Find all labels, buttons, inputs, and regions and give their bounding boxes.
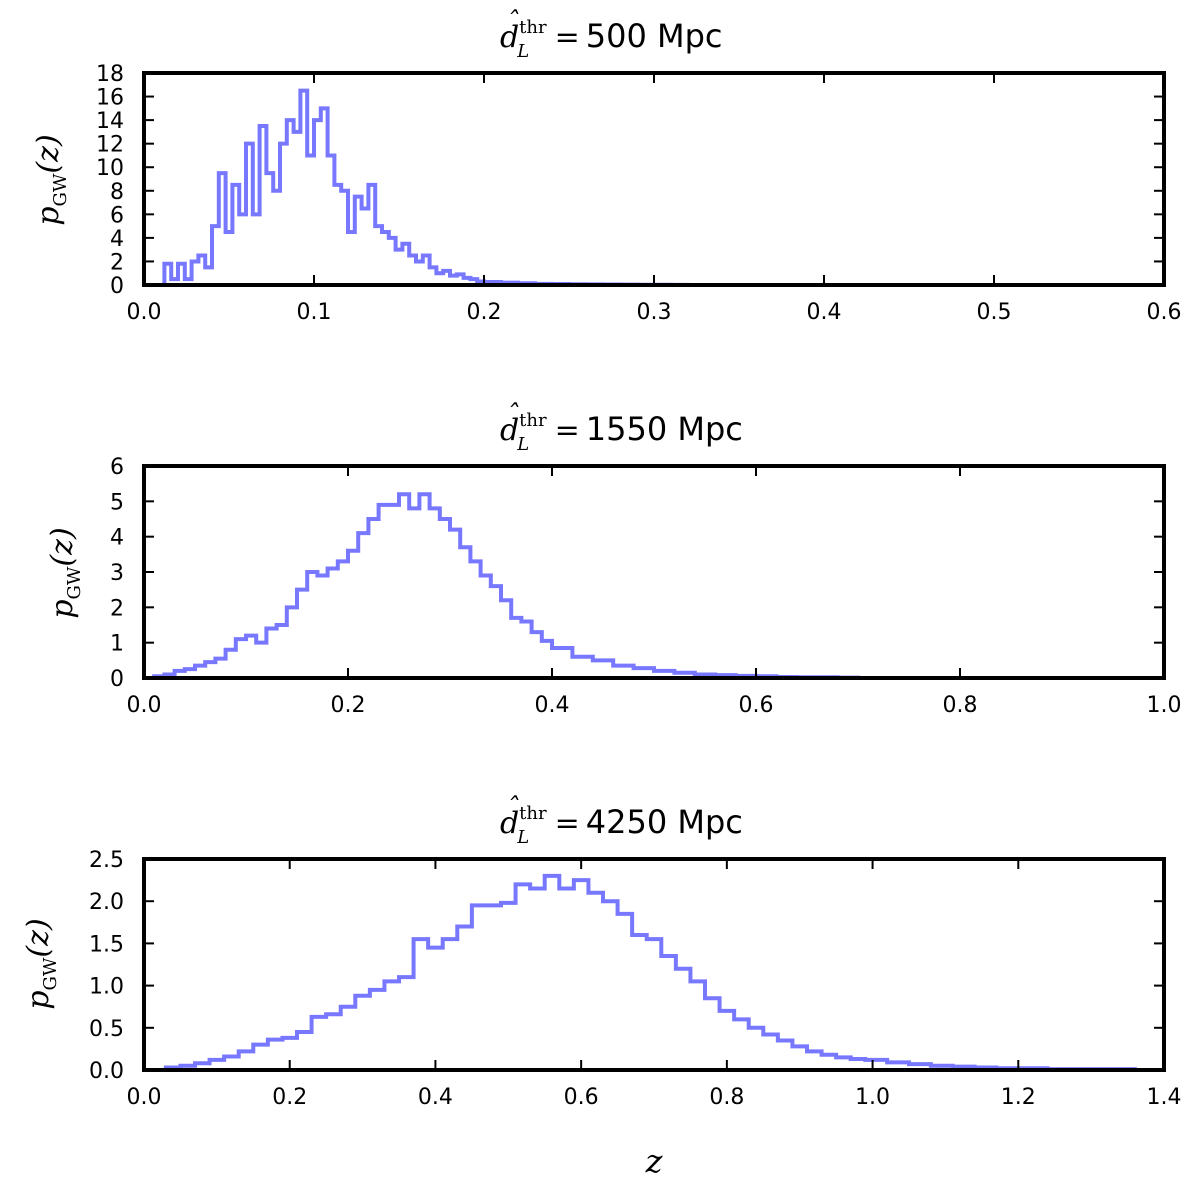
x-tick-label: 1.2 [1001, 1085, 1036, 1110]
x-tick-label: 0.2 [467, 300, 502, 325]
title-hat: ˆ [506, 400, 519, 430]
x-tick-label: 0.0 [127, 300, 162, 325]
histogram-series-2-1 [152, 492, 862, 678]
x-axis-label: z [645, 1142, 664, 1178]
x-tick-label: 0.6 [1147, 300, 1182, 325]
y-tick-label: 10 [96, 156, 124, 181]
x-tick-label: 1.0 [1147, 693, 1182, 718]
panel-2-title: dLthr = 1550 Mpc [500, 410, 743, 455]
panel-1-title: dLthr = 500 Mpc [500, 17, 723, 62]
y-tick-label: 14 [96, 109, 124, 134]
title-hat: ˆ [506, 7, 519, 37]
y-tick-label: 5 [110, 490, 124, 515]
x-tick-label: 0.4 [807, 300, 842, 325]
panel-1-ylabel: pGW(z) [31, 134, 71, 225]
axes-frame [142, 857, 1166, 1072]
y-tick-label: 2.0 [89, 890, 124, 915]
title-superscript: thr [519, 17, 547, 38]
title-equals: = [555, 20, 580, 55]
title-value: 500 Mpc [586, 17, 723, 55]
x-tick-label: 0.4 [535, 693, 570, 718]
panel-3: dLthr = 4250 Mpc ˆ 0.0 0.2 0.4 0.6 0.8 1.0 1.2 1.… [21, 793, 1182, 1110]
y-tick-label: 2 [110, 250, 124, 275]
panel-3-title: dLthr = 4250 Mpc [500, 803, 743, 848]
y-tick-label: 1 [110, 632, 124, 657]
axes-frame [142, 464, 1166, 680]
y-tick-label: 6 [110, 203, 124, 228]
y-tick-label: 1.0 [89, 975, 124, 1000]
x-tick-label: 1.0 [855, 1085, 890, 1110]
y-tick-label: 4 [110, 526, 124, 551]
panel-2: dLthr = 1550 Mpc ˆ 0.0 0.2 0.4 0.6 0.8 1.0 0 1 2 3 4… [45, 400, 1182, 718]
x-tick-label: 0.4 [418, 1085, 453, 1110]
y-tick-label: 12 [96, 133, 124, 158]
y-tick-label: 0.5 [89, 1017, 124, 1042]
y-tick-label: 6 [110, 455, 124, 480]
y-tick-label: 2.5 [89, 848, 124, 873]
y-tick-label: 3 [110, 561, 124, 586]
panel-2-plot: 0.0 0.2 0.4 0.6 0.8 1.0 0 1 2 3 4 5 6 [110, 455, 1182, 718]
x-tick-label: 0.2 [272, 1085, 307, 1110]
panel-1: dLthr = 500 Mpc ˆ 0.0 0.1 0.2 0.3 0.4 0.5 0.6 024… [31, 7, 1182, 325]
title-hat: ˆ [506, 793, 519, 823]
x-tick-label: 0.6 [739, 693, 774, 718]
y-tick-label: 8 [110, 180, 124, 205]
panel-2-ylabel: pGW(z) [45, 527, 85, 618]
x-tick-label: 0.3 [637, 300, 672, 325]
x-tick-label: 0.8 [943, 693, 978, 718]
x-tick-label: 0.1 [297, 300, 332, 325]
x-tick-label: 0.2 [331, 693, 366, 718]
panel-3-plot: 0.0 0.2 0.4 0.6 0.8 1.0 1.2 1.4 0.0 0.5 1.0 1.5 2.0 2… [89, 848, 1182, 1110]
panel-3-ylabel: pGW(z) [21, 918, 61, 1009]
x-tick-label: 0.0 [127, 693, 162, 718]
y-tick-label: 1.5 [89, 932, 124, 957]
x-tick-label: 0.5 [977, 300, 1012, 325]
y-tick-label: 0.0 [89, 1059, 124, 1084]
x-tick-label: 0.8 [709, 1085, 744, 1110]
title-subscript: L [516, 41, 529, 62]
y-tick-label: 0 [110, 274, 124, 299]
x-tick-label: 1.4 [1147, 1085, 1182, 1110]
x-tick-label: 0.0 [127, 1085, 162, 1110]
histogram-series-3-1 [163, 873, 1164, 1070]
y-tick-label: 4 [110, 227, 124, 252]
title-symbol: d [500, 20, 519, 55]
y-tick-label: 2 [110, 596, 124, 621]
y-tick-label: 16 [96, 86, 124, 111]
x-tick-label: 0.6 [564, 1085, 599, 1110]
axes-frame [142, 71, 1166, 287]
y-tick-label: 18 [96, 62, 124, 87]
y-tick-label: 0 [110, 667, 124, 692]
